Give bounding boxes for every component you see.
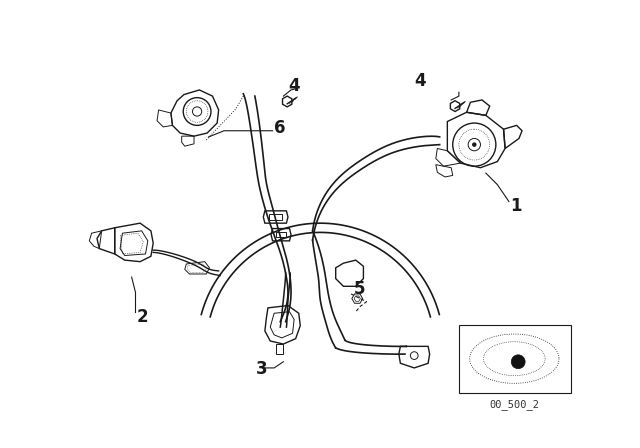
Text: 1: 1 (511, 197, 522, 215)
Text: 3: 3 (255, 361, 268, 379)
Text: 4: 4 (414, 72, 426, 90)
Text: 4: 4 (288, 77, 300, 95)
Circle shape (473, 143, 476, 146)
Text: 00_500_2: 00_500_2 (490, 399, 540, 409)
Text: 6: 6 (274, 120, 285, 138)
Polygon shape (459, 325, 570, 392)
Circle shape (511, 355, 525, 369)
Text: 5: 5 (354, 280, 365, 298)
Text: 2: 2 (137, 308, 148, 326)
